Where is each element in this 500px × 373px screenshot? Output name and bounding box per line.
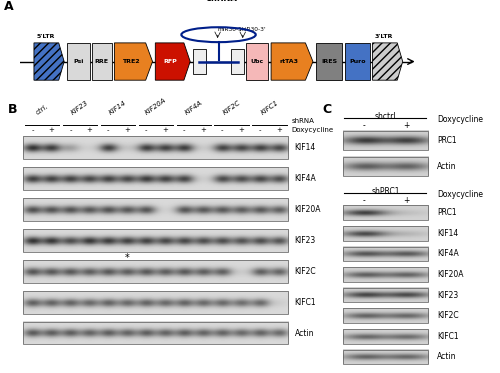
Text: Puro: Puro [349, 59, 366, 64]
Text: KIF14: KIF14 [294, 143, 316, 152]
Text: -: - [183, 127, 186, 133]
Polygon shape [156, 43, 190, 80]
Text: +: + [86, 127, 92, 133]
Text: miR30-5': miR30-5' [218, 27, 244, 32]
Text: -: - [145, 127, 148, 133]
Text: shRNA: shRNA [207, 0, 238, 3]
Text: KIF2C: KIF2C [438, 311, 459, 320]
Text: -: - [362, 121, 366, 130]
Text: 3'LTR: 3'LTR [375, 34, 393, 39]
Bar [343, 350, 428, 364]
Bar [343, 308, 428, 323]
Bar [343, 329, 428, 344]
Text: shPRC1: shPRC1 [371, 186, 400, 196]
Text: Ubc: Ubc [250, 59, 264, 64]
Bar [343, 131, 428, 150]
Text: KIF4A: KIF4A [438, 250, 459, 258]
Bar [343, 288, 428, 303]
Text: KIF20A: KIF20A [438, 270, 464, 279]
Text: +: + [162, 127, 168, 133]
Bar [23, 260, 288, 283]
Polygon shape [372, 43, 402, 80]
Bar [23, 229, 288, 252]
Bar [343, 247, 428, 261]
Text: KIF20A: KIF20A [294, 205, 321, 214]
Text: KIFC1: KIFC1 [294, 298, 316, 307]
Text: shRNA: shRNA [292, 118, 314, 124]
Text: ctrl.: ctrl. [34, 103, 50, 116]
Text: IRES: IRES [321, 59, 338, 64]
Text: KIF23: KIF23 [294, 236, 316, 245]
Bar [23, 137, 288, 159]
Text: KIF2C: KIF2C [222, 100, 242, 116]
Text: +: + [238, 127, 244, 133]
Text: -: - [362, 196, 366, 205]
Text: KIF23: KIF23 [438, 291, 458, 300]
Text: B: B [8, 103, 18, 116]
Text: 5'LTR: 5'LTR [36, 34, 54, 39]
Bar [23, 167, 288, 190]
Text: +: + [48, 127, 54, 133]
Text: +: + [124, 127, 130, 133]
Bar [23, 198, 288, 221]
Text: *: * [125, 253, 130, 263]
Bar [92, 43, 112, 80]
Text: shctrl: shctrl [374, 112, 396, 121]
Bar [343, 206, 428, 220]
Text: -: - [32, 127, 34, 133]
Bar [68, 43, 90, 80]
Text: Doxycycline: Doxycycline [438, 190, 484, 199]
Text: +: + [404, 121, 410, 130]
Polygon shape [114, 43, 152, 80]
Bar [246, 43, 268, 80]
Text: KIFC1: KIFC1 [438, 332, 459, 341]
Text: KIF4A: KIF4A [294, 174, 316, 183]
Text: +: + [276, 127, 282, 133]
Text: KIF4A: KIF4A [184, 100, 204, 116]
Text: rtTA3: rtTA3 [279, 59, 298, 64]
Text: -: - [107, 127, 110, 133]
Text: Psi: Psi [74, 59, 84, 64]
Text: Actin: Actin [438, 162, 457, 170]
Bar [194, 49, 206, 73]
Text: +: + [200, 127, 206, 133]
Bar [230, 49, 243, 73]
Text: KIFC1: KIFC1 [260, 100, 280, 116]
Bar [343, 157, 428, 176]
Text: Doxycycline: Doxycycline [438, 115, 484, 124]
Text: -: - [221, 127, 224, 133]
Text: miR30-3': miR30-3' [240, 27, 266, 32]
Text: KIF2C: KIF2C [294, 267, 316, 276]
Text: TRE2: TRE2 [122, 59, 139, 64]
Text: KIF23: KIF23 [70, 100, 89, 116]
Polygon shape [271, 43, 313, 80]
Text: A: A [4, 0, 14, 13]
Text: RRE: RRE [95, 59, 109, 64]
Text: -: - [69, 127, 71, 133]
Bar [316, 43, 342, 80]
Text: +: + [404, 196, 410, 205]
Bar [345, 43, 370, 80]
Bar [23, 291, 288, 314]
Text: KIF14: KIF14 [438, 229, 458, 238]
Text: PRC1: PRC1 [438, 208, 457, 217]
Text: Actin: Actin [294, 329, 314, 338]
Text: Actin: Actin [438, 352, 457, 361]
Bar [343, 226, 428, 241]
Text: RFP: RFP [163, 59, 177, 64]
Bar [343, 267, 428, 282]
Text: Doxycycline: Doxycycline [292, 127, 334, 133]
Text: PRC1: PRC1 [438, 136, 457, 145]
Bar [23, 322, 288, 344]
Polygon shape [34, 43, 64, 80]
Text: C: C [322, 103, 332, 116]
Text: KIF20A: KIF20A [144, 97, 168, 116]
Text: KIF14: KIF14 [108, 100, 128, 116]
Text: -: - [258, 127, 261, 133]
